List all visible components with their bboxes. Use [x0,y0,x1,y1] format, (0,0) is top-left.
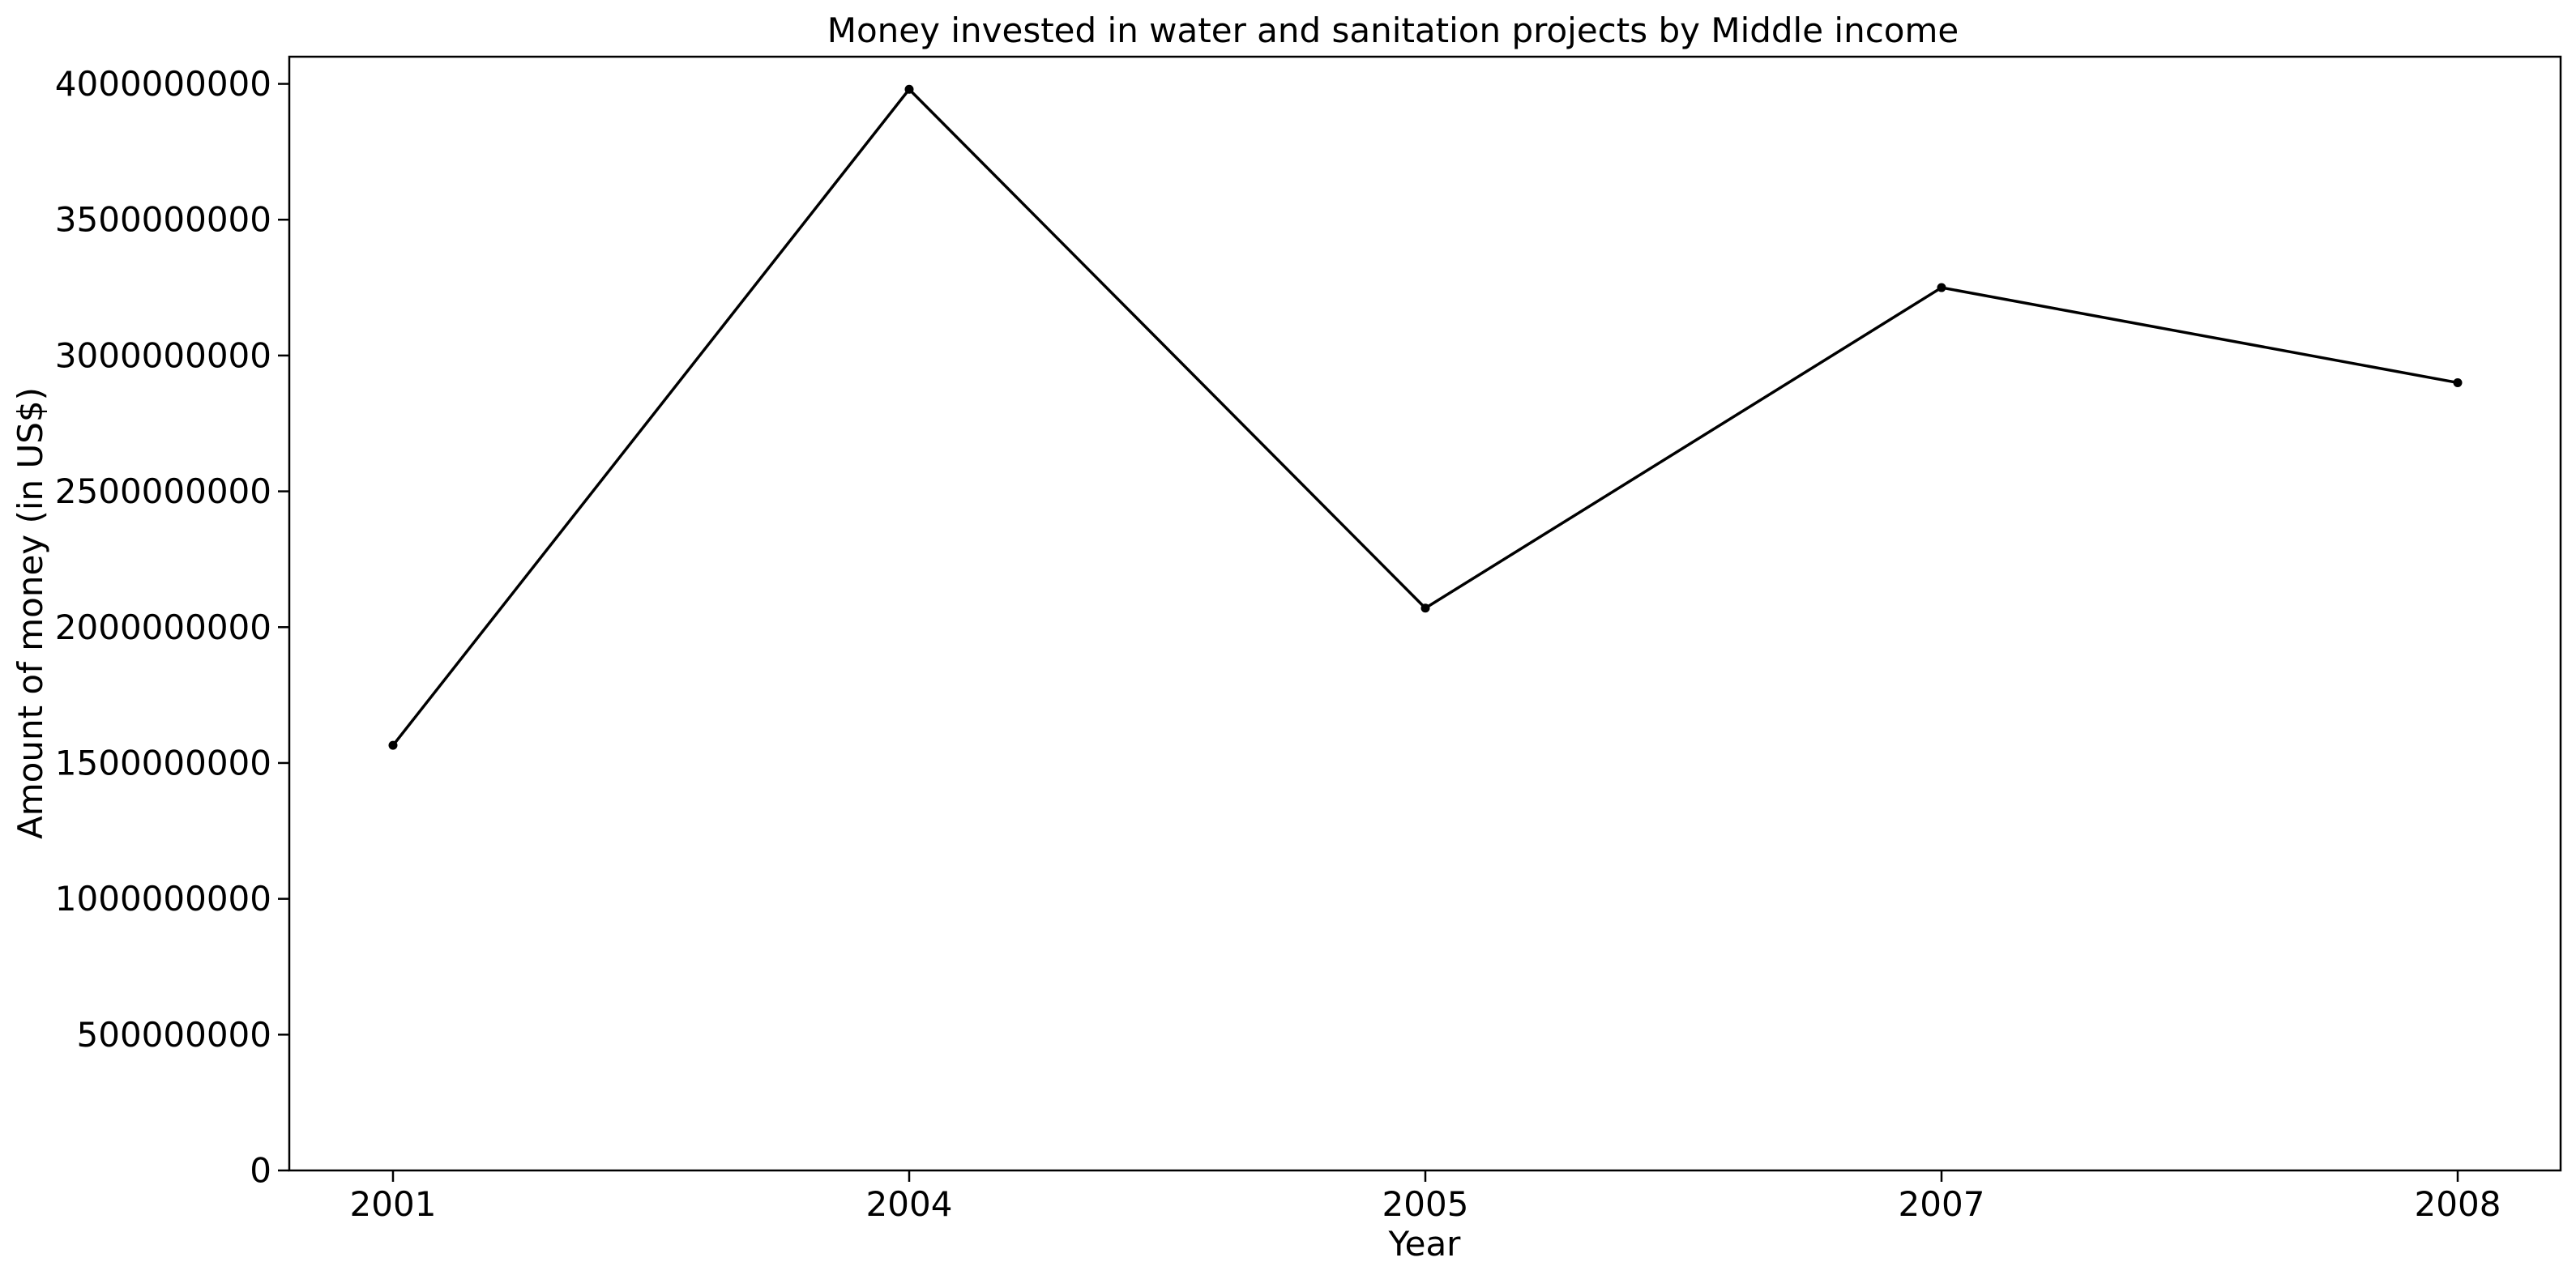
y-axis-ticks: 0 500000000 1000000000 1500000000 2000000000… [55,64,289,1191]
x-tick-label: 2007 [1899,1184,1985,1224]
plot-area-frame [288,55,2562,1172]
y-tick-label: 3000000000 [55,335,271,375]
y-tick-label: 4000000000 [55,64,271,104]
data-point [1937,283,1946,292]
data-point [904,84,914,94]
x-axis-title: Year [1388,1224,1462,1264]
series-layer [388,84,2463,750]
data-point [2453,377,2463,387]
x-tick-label: 2005 [1382,1184,1469,1224]
x-tick-label: 2008 [2415,1184,2501,1224]
y-tick-label: 1500000000 [55,743,271,782]
data-point [1420,603,1430,613]
y-tick-label: 2500000000 [55,471,271,511]
y-tick-label: 1000000000 [55,879,271,919]
x-tick-label: 2004 [866,1184,953,1224]
x-tick-label: 2001 [350,1184,437,1224]
chart-title: Money invested in water and sanitation p… [827,11,1959,50]
x-axis-ticks: 2001 2004 2005 2007 2008 [350,1170,2501,1224]
data-point [388,740,398,750]
y-tick-label: 0 [250,1151,271,1191]
y-tick-label: 2000000000 [55,608,271,647]
y-tick-label: 500000000 [77,1015,272,1055]
y-axis-title: Amount of money (in US$) [11,387,50,839]
y-tick-label: 3500000000 [55,200,271,240]
